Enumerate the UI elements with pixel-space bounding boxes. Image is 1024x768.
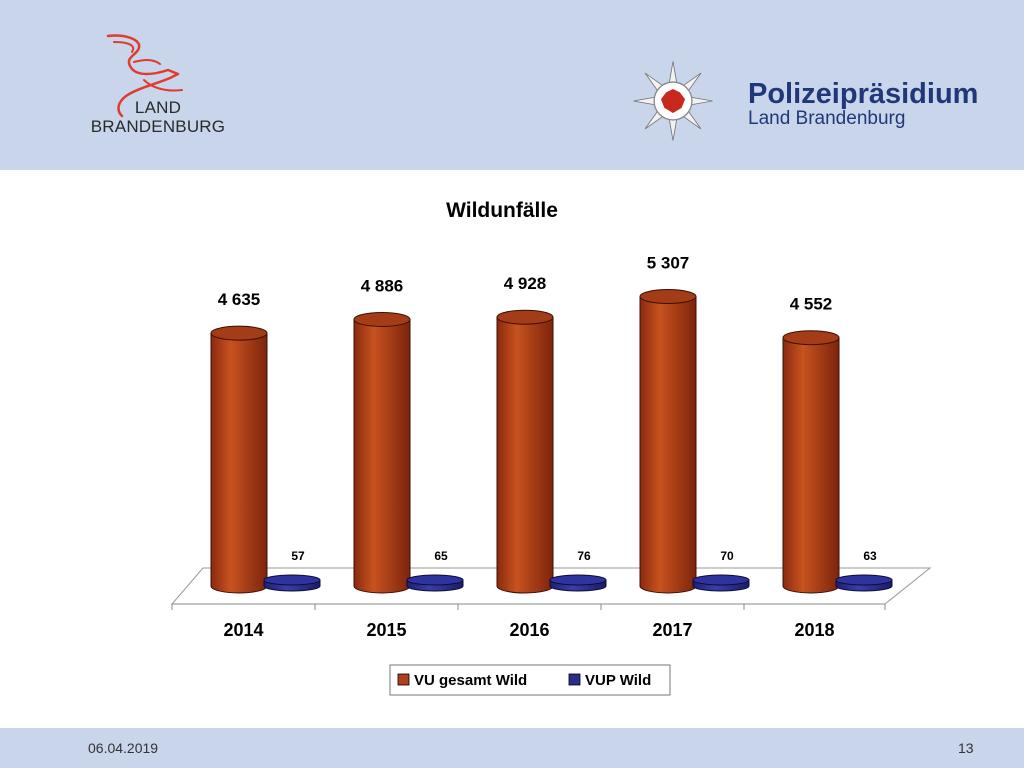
data-label-vup-wild-2017: 70: [720, 549, 734, 563]
legend-swatch-vu-gesamt-wild: [397, 673, 410, 686]
legend-label-vu-gesamt-wild: VU gesamt Wild: [414, 672, 527, 689]
data-label-vu-gesamt-wild-2014: 4 635: [218, 290, 261, 309]
land-brandenburg-logo-text: LAND BRANDENBURG: [88, 98, 228, 136]
legend-label-vup-wild: VUP Wild: [585, 672, 651, 689]
x-tick-label-2014: 2014: [223, 620, 263, 640]
chart-title: Wildunfälle: [446, 199, 558, 222]
bar-vu-gesamt-wild-2018: [782, 330, 840, 594]
bar-vup-wild-2018: [835, 574, 893, 592]
x-tick-label-2018: 2018: [794, 620, 834, 640]
bar-vu-gesamt-wild-2016: [496, 309, 554, 594]
bar-vup-wild-2014: [263, 574, 321, 592]
legend-box: [389, 664, 671, 696]
brandenburg-eagle-logo-icon: [106, 34, 183, 118]
police-title: Polizeipräsidium: [748, 78, 979, 110]
data-label-vup-wild-2014: 57: [291, 549, 305, 563]
land-logo-line2: BRANDENBURG: [90, 117, 226, 136]
header-bar: [0, 0, 1024, 170]
bar-vup-wild-2016: [549, 574, 607, 592]
bar-vu-gesamt-wild-2014: [210, 325, 268, 594]
police-star-emblem-icon: [633, 61, 713, 141]
bar-vu-gesamt-wild-2015: [353, 311, 411, 594]
data-label-vu-gesamt-wild-2015: 4 886: [361, 276, 404, 295]
chart-legend: VU gesamt Wild VUP Wild: [389, 664, 671, 696]
police-subtitle: Land Brandenburg: [748, 108, 906, 129]
chart: Wildunfälle 4 635 4 886 4 928 5 307 4 552 57 6…: [170, 199, 932, 696]
data-label-vu-gesamt-wild-2017: 5 307: [647, 254, 690, 273]
footer-date: 06.04.2019: [88, 740, 159, 756]
x-tick-label-2016: 2016: [509, 620, 549, 640]
x-tick-label-2017: 2017: [652, 620, 692, 640]
land-logo-line1: LAND: [134, 98, 182, 117]
data-label-vup-wild-2018: 63: [863, 549, 877, 563]
footer-page-number: 13: [958, 740, 974, 756]
footer-bar: [0, 728, 1024, 768]
bar-vu-gesamt-wild-2017: [639, 289, 697, 594]
data-label-vup-wild-2015: 65: [434, 549, 448, 563]
data-label-vup-wild-2016: 76: [577, 549, 591, 563]
bar-vup-wild-2017: [692, 574, 750, 592]
data-label-vu-gesamt-wild-2016: 4 928: [504, 274, 547, 293]
bar-vup-wild-2015: [406, 574, 464, 592]
data-label-vu-gesamt-wild-2018: 4 552: [790, 295, 833, 314]
x-tick-label-2015: 2015: [366, 620, 406, 640]
legend-swatch-vup-wild: [568, 673, 581, 686]
